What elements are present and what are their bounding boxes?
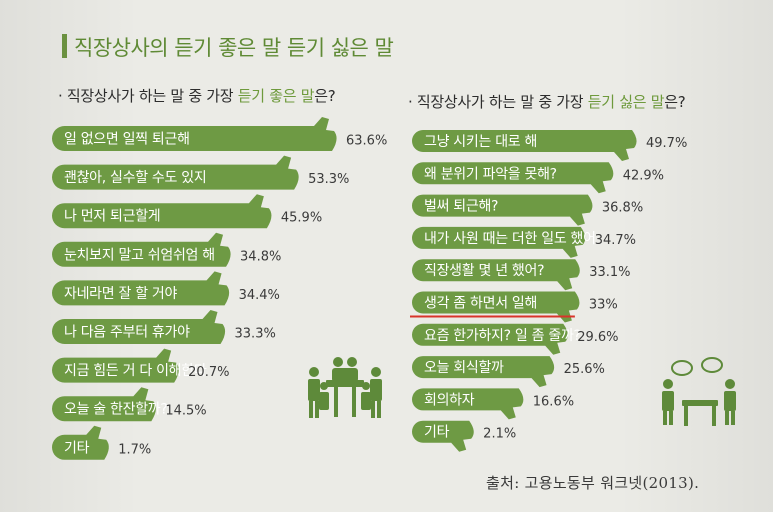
bar-value-label: 29.6% — [577, 330, 618, 345]
bar-3 — [412, 194, 593, 226]
bar-2 — [52, 155, 299, 190]
bar-category-label: 벌써 퇴근해? — [424, 199, 498, 215]
source-citation: 출처: 고용노동부 워크넷(2013). — [486, 474, 700, 492]
right-heading-highlight: 듣기 싫은 말 — [587, 93, 665, 111]
page-title: 직장상사의 듣기 좋은 말 듣기 싫은 말 — [74, 36, 394, 60]
left-heading-prefix: · 직장상사가 하는 말 중 가장 — [58, 87, 238, 105]
bar-8 — [412, 356, 555, 388]
bar-value-label: 1.7% — [118, 442, 151, 457]
bar-6 — [412, 291, 580, 323]
bar-8 — [52, 387, 156, 422]
left-heading-highlight: 듣기 좋은 말 — [237, 87, 315, 105]
bar-category-label: 그냥 시키는 대로 해 — [424, 134, 537, 150]
bar-value-label: 34.8% — [240, 249, 281, 264]
bar-category-label: 일 없으면 일찍 퇴근해 — [64, 132, 190, 148]
bar-category-label: 생각 좀 하면서 일해 — [424, 296, 537, 312]
bar-7 — [412, 323, 568, 355]
bar-6 — [52, 310, 226, 344]
bar-category-label: 직장생활 몇 년 했어? — [424, 263, 544, 279]
bar-category-label: 왜 분위기 파악을 못해? — [424, 166, 557, 182]
bar-category-label: 자네라면 잘 할 거야 — [64, 286, 178, 302]
bar-value-label: 33.3% — [235, 327, 276, 342]
right-heading-suffix: 은? — [664, 93, 686, 111]
bar-category-label: 오늘 회식할까 — [424, 360, 504, 376]
bar-1 — [52, 117, 337, 151]
bar-value-label: 34.4% — [239, 288, 280, 303]
bar-value-label: 34.7% — [595, 233, 636, 248]
bar-value-label: 45.9% — [281, 211, 322, 226]
bar-value-label: 33% — [589, 298, 618, 313]
bar-category-label: 기타 — [424, 425, 450, 441]
bar-value-label: 33.1% — [589, 265, 630, 280]
people-meeting-icon — [308, 357, 382, 418]
bar-value-label: 36.8% — [602, 201, 643, 216]
bar-category-label: 오늘 술 한잔할까? — [64, 402, 168, 418]
right-bar-chart: 그냥 시키는 대로 해 49.7% 왜 분위기 파악을 못해? 42.9% 벌써 퇴근해… — [410, 130, 687, 452]
bar-7 — [52, 348, 179, 383]
bar-5 — [52, 271, 230, 306]
title-accent-bar — [62, 34, 67, 58]
left-heading-suffix: 은? — [314, 87, 336, 105]
bar-1 — [412, 130, 637, 161]
bar-category-label: 나 먼저 퇴근할게 — [64, 209, 160, 225]
bar-9 — [52, 425, 109, 460]
bar-value-label: 53.3% — [308, 172, 349, 187]
bar-value-label: 2.1% — [483, 427, 516, 442]
people-chat-icon — [662, 357, 736, 426]
bar-9 — [412, 388, 524, 420]
bar-category-label: 괜찮아, 실수할 수도 있지 — [64, 170, 206, 186]
bar-10 — [412, 420, 474, 452]
left-bar-chart: 일 없으면 일찍 퇴근해 63.6% 괜찮아, 실수할 수도 있지 53.3% 나 먼저… — [52, 117, 387, 460]
bar-value-label: 49.7% — [646, 136, 687, 151]
bar-category-label: 나 다음 주부터 휴가야 — [64, 325, 190, 341]
bar-4 — [412, 226, 586, 258]
bar-2 — [412, 162, 614, 194]
bar-value-label: 20.7% — [188, 365, 229, 380]
bar-category-label: 기타 — [64, 440, 90, 456]
right-question-heading: · 직장상사가 하는 말 중 가장 듣기 싫은 말은? — [408, 91, 686, 112]
left-question-heading: · 직장상사가 하는 말 중 가장 듣기 좋은 말은? — [58, 85, 336, 106]
right-heading-prefix: · 직장상사가 하는 말 중 가장 — [408, 93, 588, 111]
bar-category-label: 지금 힘든 거 다 이해한다 — [64, 363, 207, 379]
bar-5 — [412, 259, 580, 291]
bar-category-label: 눈치보지 말고 쉬엄쉬엄 해 — [64, 247, 215, 263]
bar-3 — [52, 194, 272, 229]
bar-category-label: 내가 사원 때는 더한 일도 했어 — [424, 231, 596, 247]
bar-category-label: 회의하자 — [424, 392, 475, 408]
bar-category-label: 요즘 한가하지? 일 좀 줄까? — [424, 328, 581, 344]
bar-value-label: 42.9% — [623, 168, 664, 183]
bar-value-label: 16.6% — [533, 394, 574, 409]
bar-4 — [52, 232, 231, 267]
bar-value-label: 63.6% — [346, 134, 387, 149]
bar-value-label: 14.5% — [165, 404, 206, 419]
bar-value-label: 25.6% — [564, 362, 605, 377]
